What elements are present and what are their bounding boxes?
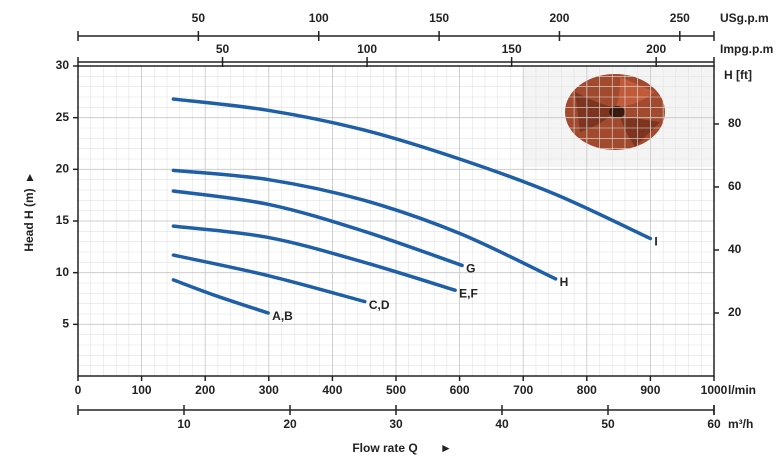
y-tick-label: 20 (56, 162, 70, 176)
curve-label: A,B (272, 309, 293, 323)
tick-label: 60 (707, 417, 721, 431)
x-tick-label: 200 (195, 383, 215, 397)
x-tick-label: 500 (386, 383, 406, 397)
curve-label: C,D (369, 298, 390, 312)
tick-label: 150 (429, 11, 449, 25)
y-tick-label: 10 (56, 265, 70, 279)
tick-label: 30 (389, 417, 403, 431)
tick-label: 100 (309, 11, 329, 25)
plot-frame (77, 65, 715, 377)
x-tick-label: 900 (640, 383, 660, 397)
y-tick-label: 30 (56, 58, 70, 72)
y-tick-label: 5 (62, 317, 69, 331)
x-tick-label: 800 (577, 383, 597, 397)
axis-unit: USg.p.m (720, 11, 769, 25)
tick-label: 40 (495, 417, 509, 431)
tick-label: 50 (192, 11, 206, 25)
tick-label: 200 (549, 11, 569, 25)
y-label: Head H (m) (22, 188, 36, 251)
curve (171, 97, 653, 241)
tick-label: 20 (283, 417, 297, 431)
y2-tick-label: 80 (728, 116, 742, 130)
curve (171, 224, 457, 292)
tick-label: 200 (646, 42, 666, 56)
y2-tick-label: 20 (728, 305, 742, 319)
x-tick-label: 0 (75, 383, 82, 397)
x-tick-label: 600 (450, 383, 470, 397)
tick-label: 250 (670, 11, 690, 25)
x-tick-label: 1000 (701, 383, 728, 397)
curve (171, 168, 558, 281)
tick-label: 10 (177, 417, 191, 431)
curve-label: E,F (459, 286, 478, 300)
y-tick-label: 15 (56, 213, 70, 227)
curve-label: I (654, 235, 657, 249)
y2-tick-label: 40 (728, 242, 742, 256)
axis-unit: Impg.p.m (720, 42, 773, 56)
x-tick-label: 100 (132, 383, 152, 397)
x-unit: l/min (728, 383, 756, 397)
curve-label: H (560, 275, 569, 289)
x-tick-label: 700 (513, 383, 533, 397)
tick-label: 100 (357, 42, 377, 56)
curve (171, 253, 367, 304)
y2-tick-label: 60 (728, 179, 742, 193)
y2-label: H [ft] (724, 68, 752, 82)
curve-label: G (466, 262, 475, 276)
tick-label: 50 (216, 42, 230, 56)
x-tick-label: 400 (322, 383, 342, 397)
curve (171, 278, 270, 315)
y-tick-label: 25 (56, 110, 70, 124)
tick-label: 150 (502, 42, 522, 56)
arrow: ► (440, 441, 452, 455)
x-label: Flow rate Q (352, 441, 417, 455)
x-tick-label: 300 (259, 383, 279, 397)
axis-unit: m³/h (728, 417, 753, 431)
tick-label: 50 (601, 417, 615, 431)
curve (171, 189, 464, 268)
arrow: ▲ (24, 170, 36, 184)
